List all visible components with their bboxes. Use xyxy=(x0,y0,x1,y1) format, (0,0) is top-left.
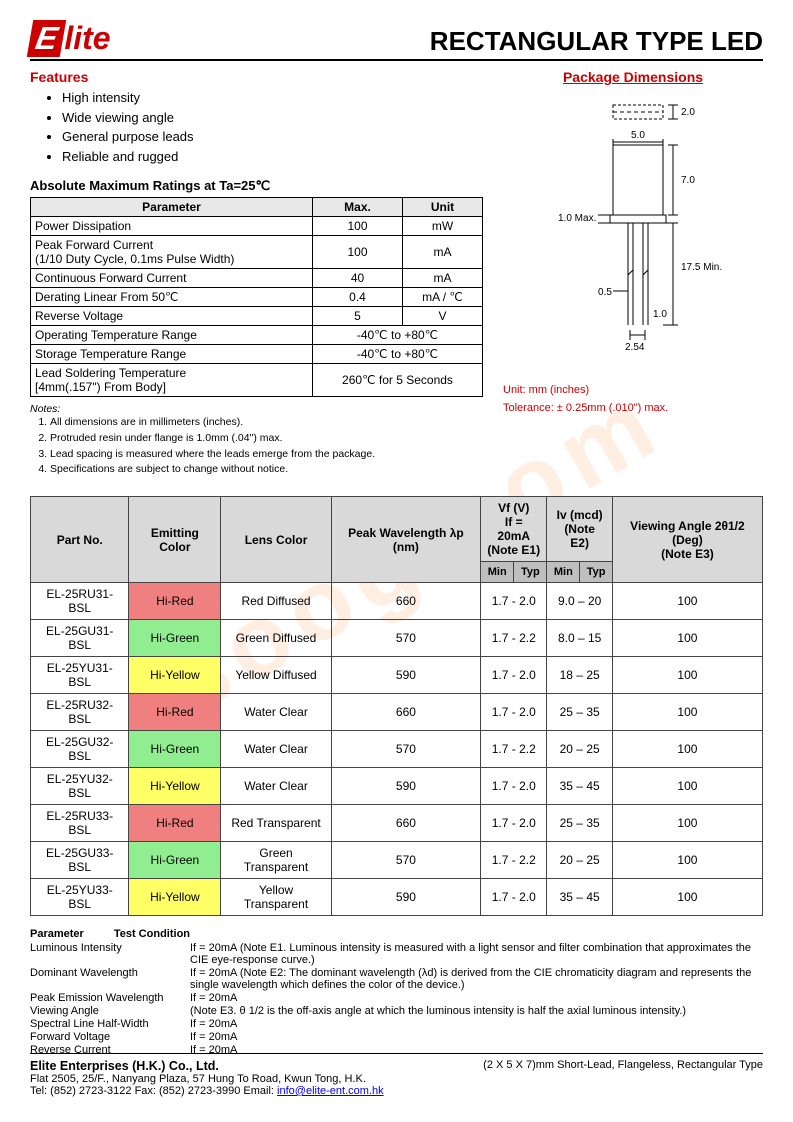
ph-partno: Part No. xyxy=(31,497,129,583)
footer: Elite Enterprises (H.K.) Co., Ltd. (2 X … xyxy=(30,1053,763,1097)
ratings-h-unit: Unit xyxy=(403,198,483,217)
note-item: Protruded resin under flange is 1.0mm (.… xyxy=(50,431,483,447)
ph-peak: Peak Wavelength λp (nm) xyxy=(331,497,480,583)
parts-row: EL-25GU31-BSLHi-GreenGreen Diffused5701.… xyxy=(31,620,763,657)
ratings-row: Derating Linear From 50℃0.4mA / ℃ xyxy=(31,288,483,307)
svg-text:1.0 Max.: 1.0 Max. xyxy=(558,213,596,224)
tc-row: Reverse CurrentIf = 20mA xyxy=(30,1044,763,1056)
tc-row: Forward VoltageIf = 20mA xyxy=(30,1031,763,1043)
parts-row: EL-25YU31-BSLHi-YellowYellow Diffused590… xyxy=(31,657,763,694)
ph-lenscolor: Lens Color xyxy=(221,497,331,583)
ratings-row: Power Dissipation100mW xyxy=(31,217,483,236)
logo-text: lite xyxy=(64,20,110,57)
diagram-tolerance: Tolerance: ± 0.25mm (.010") max. xyxy=(503,402,763,414)
tc-row: Spectral Line Half-WidthIf = 20mA xyxy=(30,1018,763,1030)
package-heading: Package Dimensions xyxy=(503,69,763,85)
ratings-row: Continuous Forward Current40mA xyxy=(31,269,483,288)
svg-text:7.0: 7.0 xyxy=(681,175,695,186)
ph-vf-typ: Typ xyxy=(514,562,547,583)
svg-text:2.0: 2.0 xyxy=(681,107,695,118)
logo-mark: E xyxy=(27,20,67,57)
parts-table: Part No. Emitting Color Lens Color Peak … xyxy=(30,496,763,916)
footer-email-link[interactable]: info@elite-ent.com.hk xyxy=(277,1085,384,1097)
parts-row: EL-25RU33-BSLHi-RedRed Transparent6601.7… xyxy=(31,805,763,842)
diagram-unit: Unit: mm (inches) xyxy=(503,384,763,396)
feature-item: Reliable and rugged xyxy=(62,147,483,167)
feature-item: Wide viewing angle xyxy=(62,108,483,128)
tc-row: Peak Emission WavelengthIf = 20mA xyxy=(30,992,763,1004)
note-item: All dimensions are in millimeters (inche… xyxy=(50,415,483,431)
feature-item: High intensity xyxy=(62,88,483,108)
svg-text:1.0: 1.0 xyxy=(653,309,667,320)
ratings-title: Absolute Maximum Ratings at Ta=25℃ xyxy=(30,178,483,194)
footer-address: Flat 2505, 25/F., Nanyang Plaza, 57 Hung… xyxy=(30,1073,763,1085)
note-item: Lead spacing is measured where the leads… xyxy=(50,447,483,463)
ratings-h-max: Max. xyxy=(313,198,403,217)
ratings-row: Operating Temperature Range-40℃ to +80℃ xyxy=(31,326,483,345)
parts-row: EL-25GU32-BSLHi-GreenWater Clear5701.7 -… xyxy=(31,731,763,768)
notes-title: Notes: xyxy=(30,403,483,415)
footer-spec: (2 X 5 X 7)mm Short-Lead, Flangeless, Re… xyxy=(483,1059,763,1073)
features-list: High intensityWide viewing angleGeneral … xyxy=(30,88,483,166)
tc-row: Viewing Angle(Note E3. θ 1/2 is the off-… xyxy=(30,1005,763,1017)
svg-text:0.5: 0.5 xyxy=(598,287,612,298)
feature-item: General purpose leads xyxy=(62,127,483,147)
parts-row: EL-25YU32-BSLHi-YellowWater Clear5901.7 … xyxy=(31,768,763,805)
svg-text:5.0: 5.0 xyxy=(631,130,645,141)
tc-rows: Luminous IntensityIf = 20mA (Note E1. Lu… xyxy=(30,942,763,1056)
logo: Elite xyxy=(30,20,111,57)
ratings-h-param: Parameter xyxy=(31,198,313,217)
tc-row: Luminous IntensityIf = 20mA (Note E1. Lu… xyxy=(30,942,763,966)
tc-row: Dominant WavelengthIf = 20mA (Note E2: T… xyxy=(30,967,763,991)
tc-param-title: Parameter xyxy=(30,928,84,940)
ph-iv-min: Min xyxy=(547,562,580,583)
tc-cond-title: Test Condition xyxy=(114,928,190,940)
document-title: RECTANGULAR TYPE LED xyxy=(430,26,763,57)
features-heading: Features xyxy=(30,69,483,85)
note-item: Specifications are subject to change wit… xyxy=(50,462,483,478)
parts-row: EL-25RU32-BSLHi-RedWater Clear6601.7 - 2… xyxy=(31,694,763,731)
package-diagram: 2.0 5.0 7.0 1.0 Max. xyxy=(503,95,763,378)
ph-iv-typ: Typ xyxy=(580,562,613,583)
ph-emitcolor: Emitting Color xyxy=(129,497,221,583)
parts-row: EL-25GU33-BSLHi-GreenGreen Transparent57… xyxy=(31,842,763,879)
svg-text:2.54: 2.54 xyxy=(625,342,645,353)
ph-iv: Iv (mcd)(Note E2) xyxy=(547,497,612,562)
svg-text:17.5 Min.: 17.5 Min. xyxy=(681,262,722,273)
footer-company: Elite Enterprises (H.K.) Co., Ltd. xyxy=(30,1059,219,1073)
ph-vf-min: Min xyxy=(481,562,514,583)
ratings-row: Peak Forward Current(1/10 Duty Cycle, 0.… xyxy=(31,236,483,269)
ratings-row: Reverse Voltage5V xyxy=(31,307,483,326)
ratings-row: Lead Soldering Temperature[4mm(.157") Fr… xyxy=(31,364,483,397)
footer-contact: Tel: (852) 2723-3122 Fax: (852) 2723-399… xyxy=(30,1085,763,1097)
test-conditions: Parameter Test Condition xyxy=(30,928,763,942)
ratings-row: Storage Temperature Range-40℃ to +80℃ xyxy=(31,345,483,364)
parts-row: EL-25YU33-BSLHi-YellowYellow Transparent… xyxy=(31,879,763,916)
notes-block: Notes: All dimensions are in millimeters… xyxy=(30,403,483,478)
ph-vf: Vf (V)If = 20mA(Note E1) xyxy=(481,497,547,562)
ph-angle: Viewing Angle 2θ1/2 (Deg)(Note E3) xyxy=(612,497,762,583)
page-header: Elite RECTANGULAR TYPE LED xyxy=(30,20,763,61)
ratings-table: Parameter Max. Unit Power Dissipation100… xyxy=(30,197,483,397)
parts-row: EL-25RU31-BSLHi-RedRed Diffused6601.7 - … xyxy=(31,583,763,620)
